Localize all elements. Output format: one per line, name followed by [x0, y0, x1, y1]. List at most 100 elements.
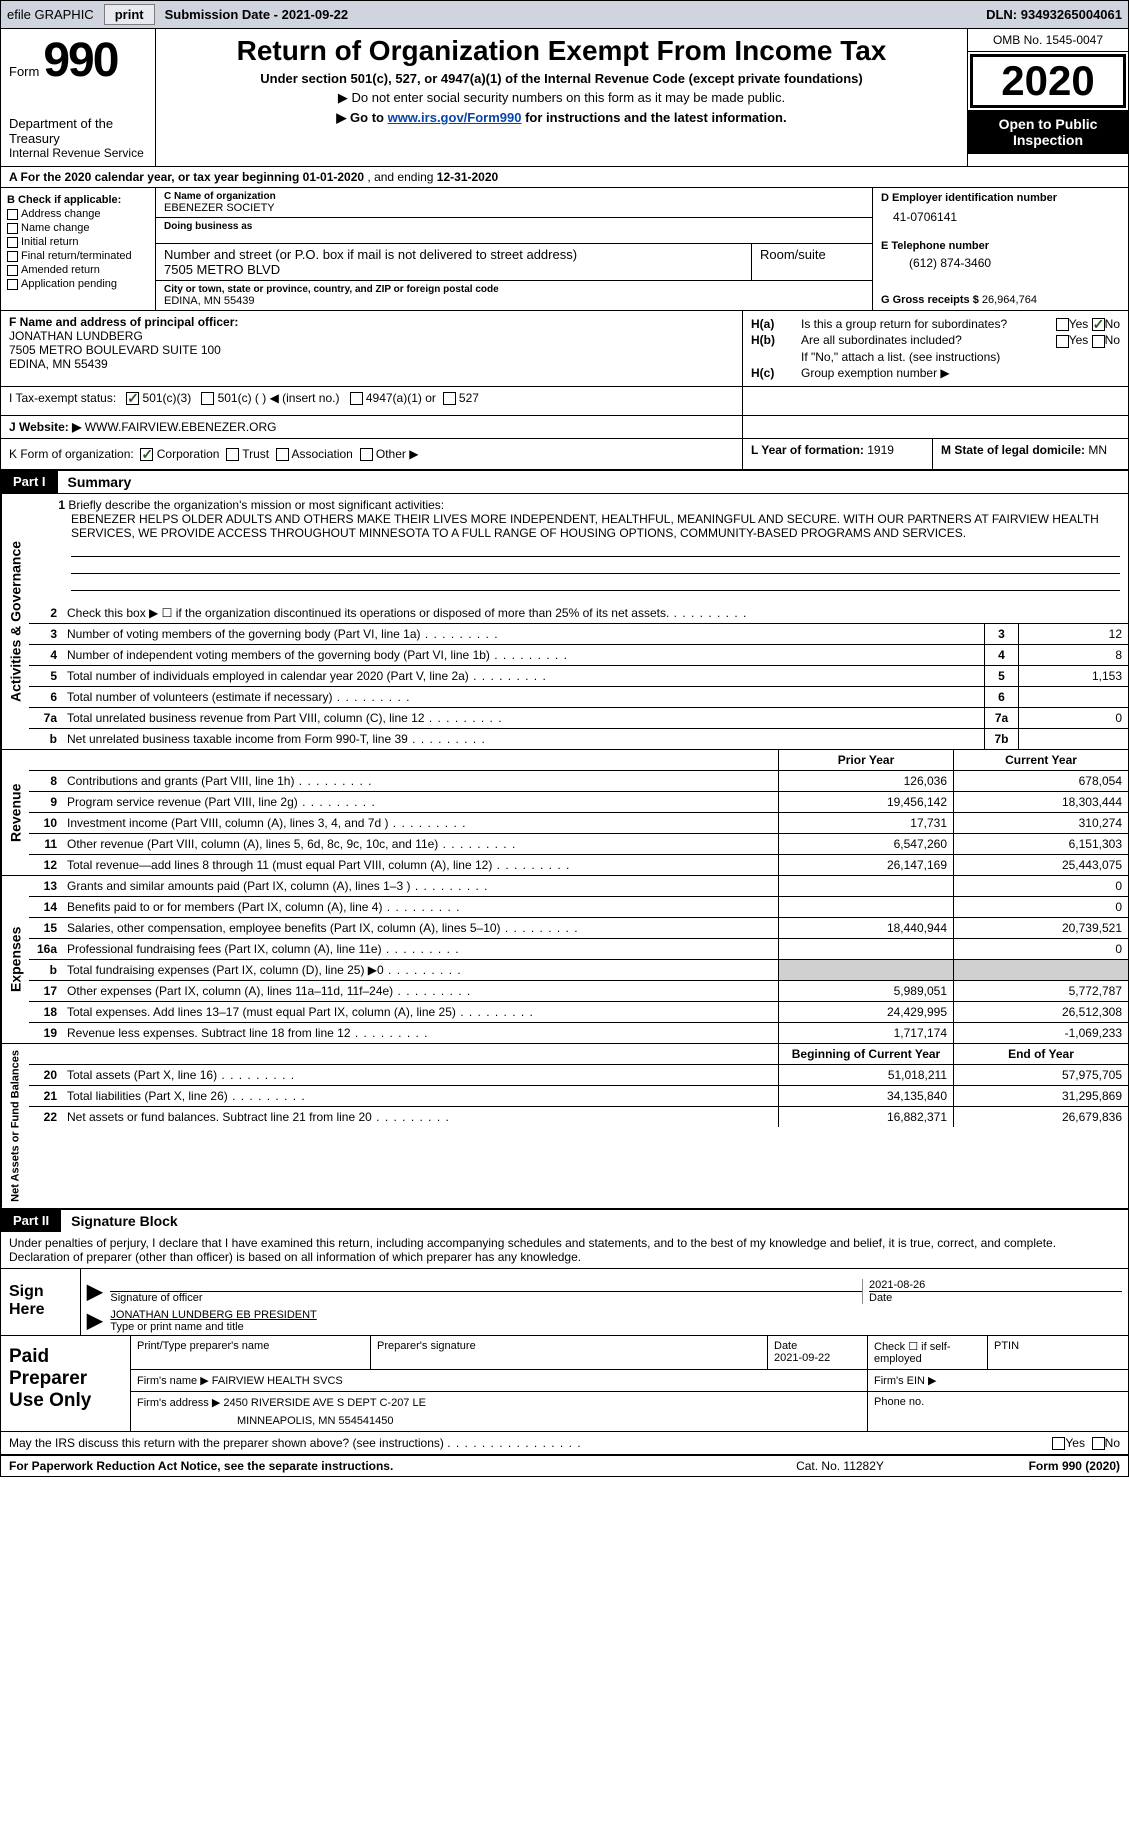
- gov-line: 4Number of independent voting members of…: [29, 645, 1128, 666]
- table-row: 10Investment income (Part VIII, column (…: [29, 813, 1128, 834]
- chk-app-pending[interactable]: [7, 279, 18, 290]
- col-d-ein-tel: D Employer identification number 41-0706…: [873, 188, 1128, 310]
- dept-irs: Internal Revenue Service: [9, 146, 147, 160]
- col-b-checkboxes: B Check if applicable: Address change Na…: [1, 188, 156, 310]
- discuss-no[interactable]: [1092, 1437, 1105, 1450]
- form-title: Return of Organization Exempt From Incom…: [166, 35, 957, 67]
- col-c-name-address: C Name of organization EBENEZER SOCIETY …: [156, 188, 873, 310]
- top-bar: efile GRAPHIC print Submission Date - 20…: [0, 0, 1129, 29]
- sign-arrow-icon: ▶: [87, 1279, 102, 1304]
- telephone: (612) 874-3460: [909, 256, 1120, 270]
- street-address: 7505 METRO BLVD: [164, 262, 743, 277]
- dept-treasury: Department of the Treasury: [9, 116, 147, 146]
- chk-501c[interactable]: [201, 392, 214, 405]
- state-domicile: MN: [1088, 443, 1107, 457]
- principal-officer: F Name and address of principal officer:…: [1, 311, 743, 386]
- website: WWW.FAIRVIEW.EBENEZER.ORG: [85, 420, 277, 434]
- row-a-period: A For the 2020 calendar year, or tax yea…: [1, 166, 1128, 187]
- table-row: 11Other revenue (Part VIII, column (A), …: [29, 834, 1128, 855]
- form-word: Form: [9, 64, 39, 79]
- table-row: 16aProfessional fundraising fees (Part I…: [29, 939, 1128, 960]
- form-header: Form 990 Department of the Treasury Inte…: [1, 29, 1128, 166]
- year-formation: 1919: [867, 443, 894, 457]
- sign-date: 2021-08-26: [869, 1279, 1122, 1291]
- gov-line: 2Check this box ▶ ☐ if the organization …: [29, 603, 1128, 624]
- group-return: H(a) Is this a group return for subordin…: [743, 311, 1128, 386]
- form-990: Form 990 Department of the Treasury Inte…: [0, 29, 1129, 1477]
- row-k-l-m: K Form of organization: Corporation Trus…: [1, 438, 1128, 469]
- efile-label: efile GRAPHIC: [7, 7, 94, 22]
- gov-line: 7aTotal unrelated business revenue from …: [29, 708, 1128, 729]
- chk-trust[interactable]: [226, 448, 239, 461]
- header-center: Return of Organization Exempt From Incom…: [156, 29, 968, 166]
- table-row: bTotal fundraising expenses (Part IX, co…: [29, 960, 1128, 981]
- firm-name: FAIRVIEW HEALTH SVCS: [212, 1375, 343, 1387]
- row-j-website: J Website: ▶ WWW.FAIRVIEW.EBENEZER.ORG: [1, 415, 1128, 438]
- firm-address: 2450 RIVERSIDE AVE S DEPT C-207 LE: [223, 1397, 426, 1409]
- table-row: 8Contributions and grants (Part VIII, li…: [29, 771, 1128, 792]
- sign-arrow-icon: ▶: [87, 1308, 102, 1333]
- gross-receipts: 26,964,764: [982, 294, 1037, 306]
- signature-intro: Under penalties of perjury, I declare th…: [1, 1232, 1128, 1269]
- chk-name-change[interactable]: [7, 223, 18, 234]
- revenue-section: Revenue Prior Year Current Year 8Contrib…: [1, 749, 1128, 875]
- discuss-yes[interactable]: [1052, 1437, 1065, 1450]
- header-right: OMB No. 1545-0047 2020 Open to Public In…: [968, 29, 1128, 166]
- chk-assoc[interactable]: [276, 448, 289, 461]
- preparer-date: 2021-09-22: [774, 1352, 830, 1364]
- table-row: 18Total expenses. Add lines 13–17 (must …: [29, 1002, 1128, 1023]
- table-row: 12Total revenue—add lines 8 through 11 (…: [29, 855, 1128, 875]
- row-i-j: I Tax-exempt status: 501(c)(3) 501(c) ( …: [1, 386, 1128, 415]
- chk-corp[interactable]: [140, 448, 153, 461]
- print-button[interactable]: print: [104, 4, 155, 25]
- netassets-header: Beginning of Current Year End of Year: [29, 1044, 1128, 1065]
- part1-header: Part I Summary: [1, 469, 1128, 493]
- officer-name: JONATHAN LUNDBERG EB PRESIDENT: [110, 1309, 1122, 1321]
- ha-yes[interactable]: [1056, 318, 1069, 331]
- mission-text: EBENEZER HELPS OLDER ADULTS AND OTHERS M…: [71, 512, 1120, 540]
- table-row: 20Total assets (Part X, line 16)51,018,2…: [29, 1065, 1128, 1086]
- form-note2: ▶ Go to www.irs.gov/Form990 for instruct…: [166, 110, 957, 126]
- public-inspection: Open to Public Inspection: [968, 110, 1128, 154]
- paid-preparer-block: Paid Preparer Use Only Print/Type prepar…: [1, 1335, 1128, 1431]
- omb-number: OMB No. 1545-0047: [968, 29, 1128, 52]
- chk-501c3[interactable]: [126, 392, 139, 405]
- sign-here-block: Sign Here ▶ Signature of officer 2021-08…: [1, 1269, 1128, 1335]
- header-left: Form 990 Department of the Treasury Inte…: [1, 29, 156, 166]
- chk-527[interactable]: [443, 392, 456, 405]
- table-row: 15Salaries, other compensation, employee…: [29, 918, 1128, 939]
- form-note1: ▶ Do not enter social security numbers o…: [166, 90, 957, 106]
- table-row: 13Grants and similar amounts paid (Part …: [29, 876, 1128, 897]
- mission-block: 1 Briefly describe the organization's mi…: [29, 494, 1128, 603]
- hb-no[interactable]: [1092, 335, 1105, 348]
- chk-address-change[interactable]: [7, 209, 18, 220]
- chk-amended[interactable]: [7, 265, 18, 276]
- form-subtitle: Under section 501(c), 527, or 4947(a)(1)…: [166, 71, 957, 86]
- table-row: 17Other expenses (Part IX, column (A), l…: [29, 981, 1128, 1002]
- chk-4947[interactable]: [350, 392, 363, 405]
- tax-year: 2020: [970, 54, 1126, 108]
- ha-no[interactable]: [1092, 318, 1105, 331]
- gov-line: bNet unrelated business taxable income f…: [29, 729, 1128, 749]
- form-number: 990: [43, 33, 117, 88]
- gov-line: 6Total number of volunteers (estimate if…: [29, 687, 1128, 708]
- irs-link[interactable]: www.irs.gov/Form990: [388, 110, 522, 125]
- row-f-h: F Name and address of principal officer:…: [1, 310, 1128, 386]
- dln: DLN: 93493265004061: [986, 7, 1122, 22]
- table-row: 19Revenue less expenses. Subtract line 1…: [29, 1023, 1128, 1043]
- table-row: 9Program service revenue (Part VIII, lin…: [29, 792, 1128, 813]
- hb-yes[interactable]: [1056, 335, 1069, 348]
- table-row: 14Benefits paid to or for members (Part …: [29, 897, 1128, 918]
- submission-date: Submission Date - 2021-09-22: [165, 7, 349, 22]
- chk-initial-return[interactable]: [7, 237, 18, 248]
- table-row: 22Net assets or fund balances. Subtract …: [29, 1107, 1128, 1127]
- expenses-section: Expenses 13Grants and similar amounts pa…: [1, 875, 1128, 1043]
- chk-other[interactable]: [360, 448, 373, 461]
- net-assets-section: Net Assets or Fund Balances Beginning of…: [1, 1043, 1128, 1208]
- footer: For Paperwork Reduction Act Notice, see …: [1, 1454, 1128, 1476]
- chk-final-return[interactable]: [7, 251, 18, 262]
- gov-line: 3Number of voting members of the governi…: [29, 624, 1128, 645]
- entity-grid: B Check if applicable: Address change Na…: [1, 187, 1128, 310]
- revenue-header: Prior Year Current Year: [29, 750, 1128, 771]
- city-state-zip: EDINA, MN 55439: [164, 295, 864, 307]
